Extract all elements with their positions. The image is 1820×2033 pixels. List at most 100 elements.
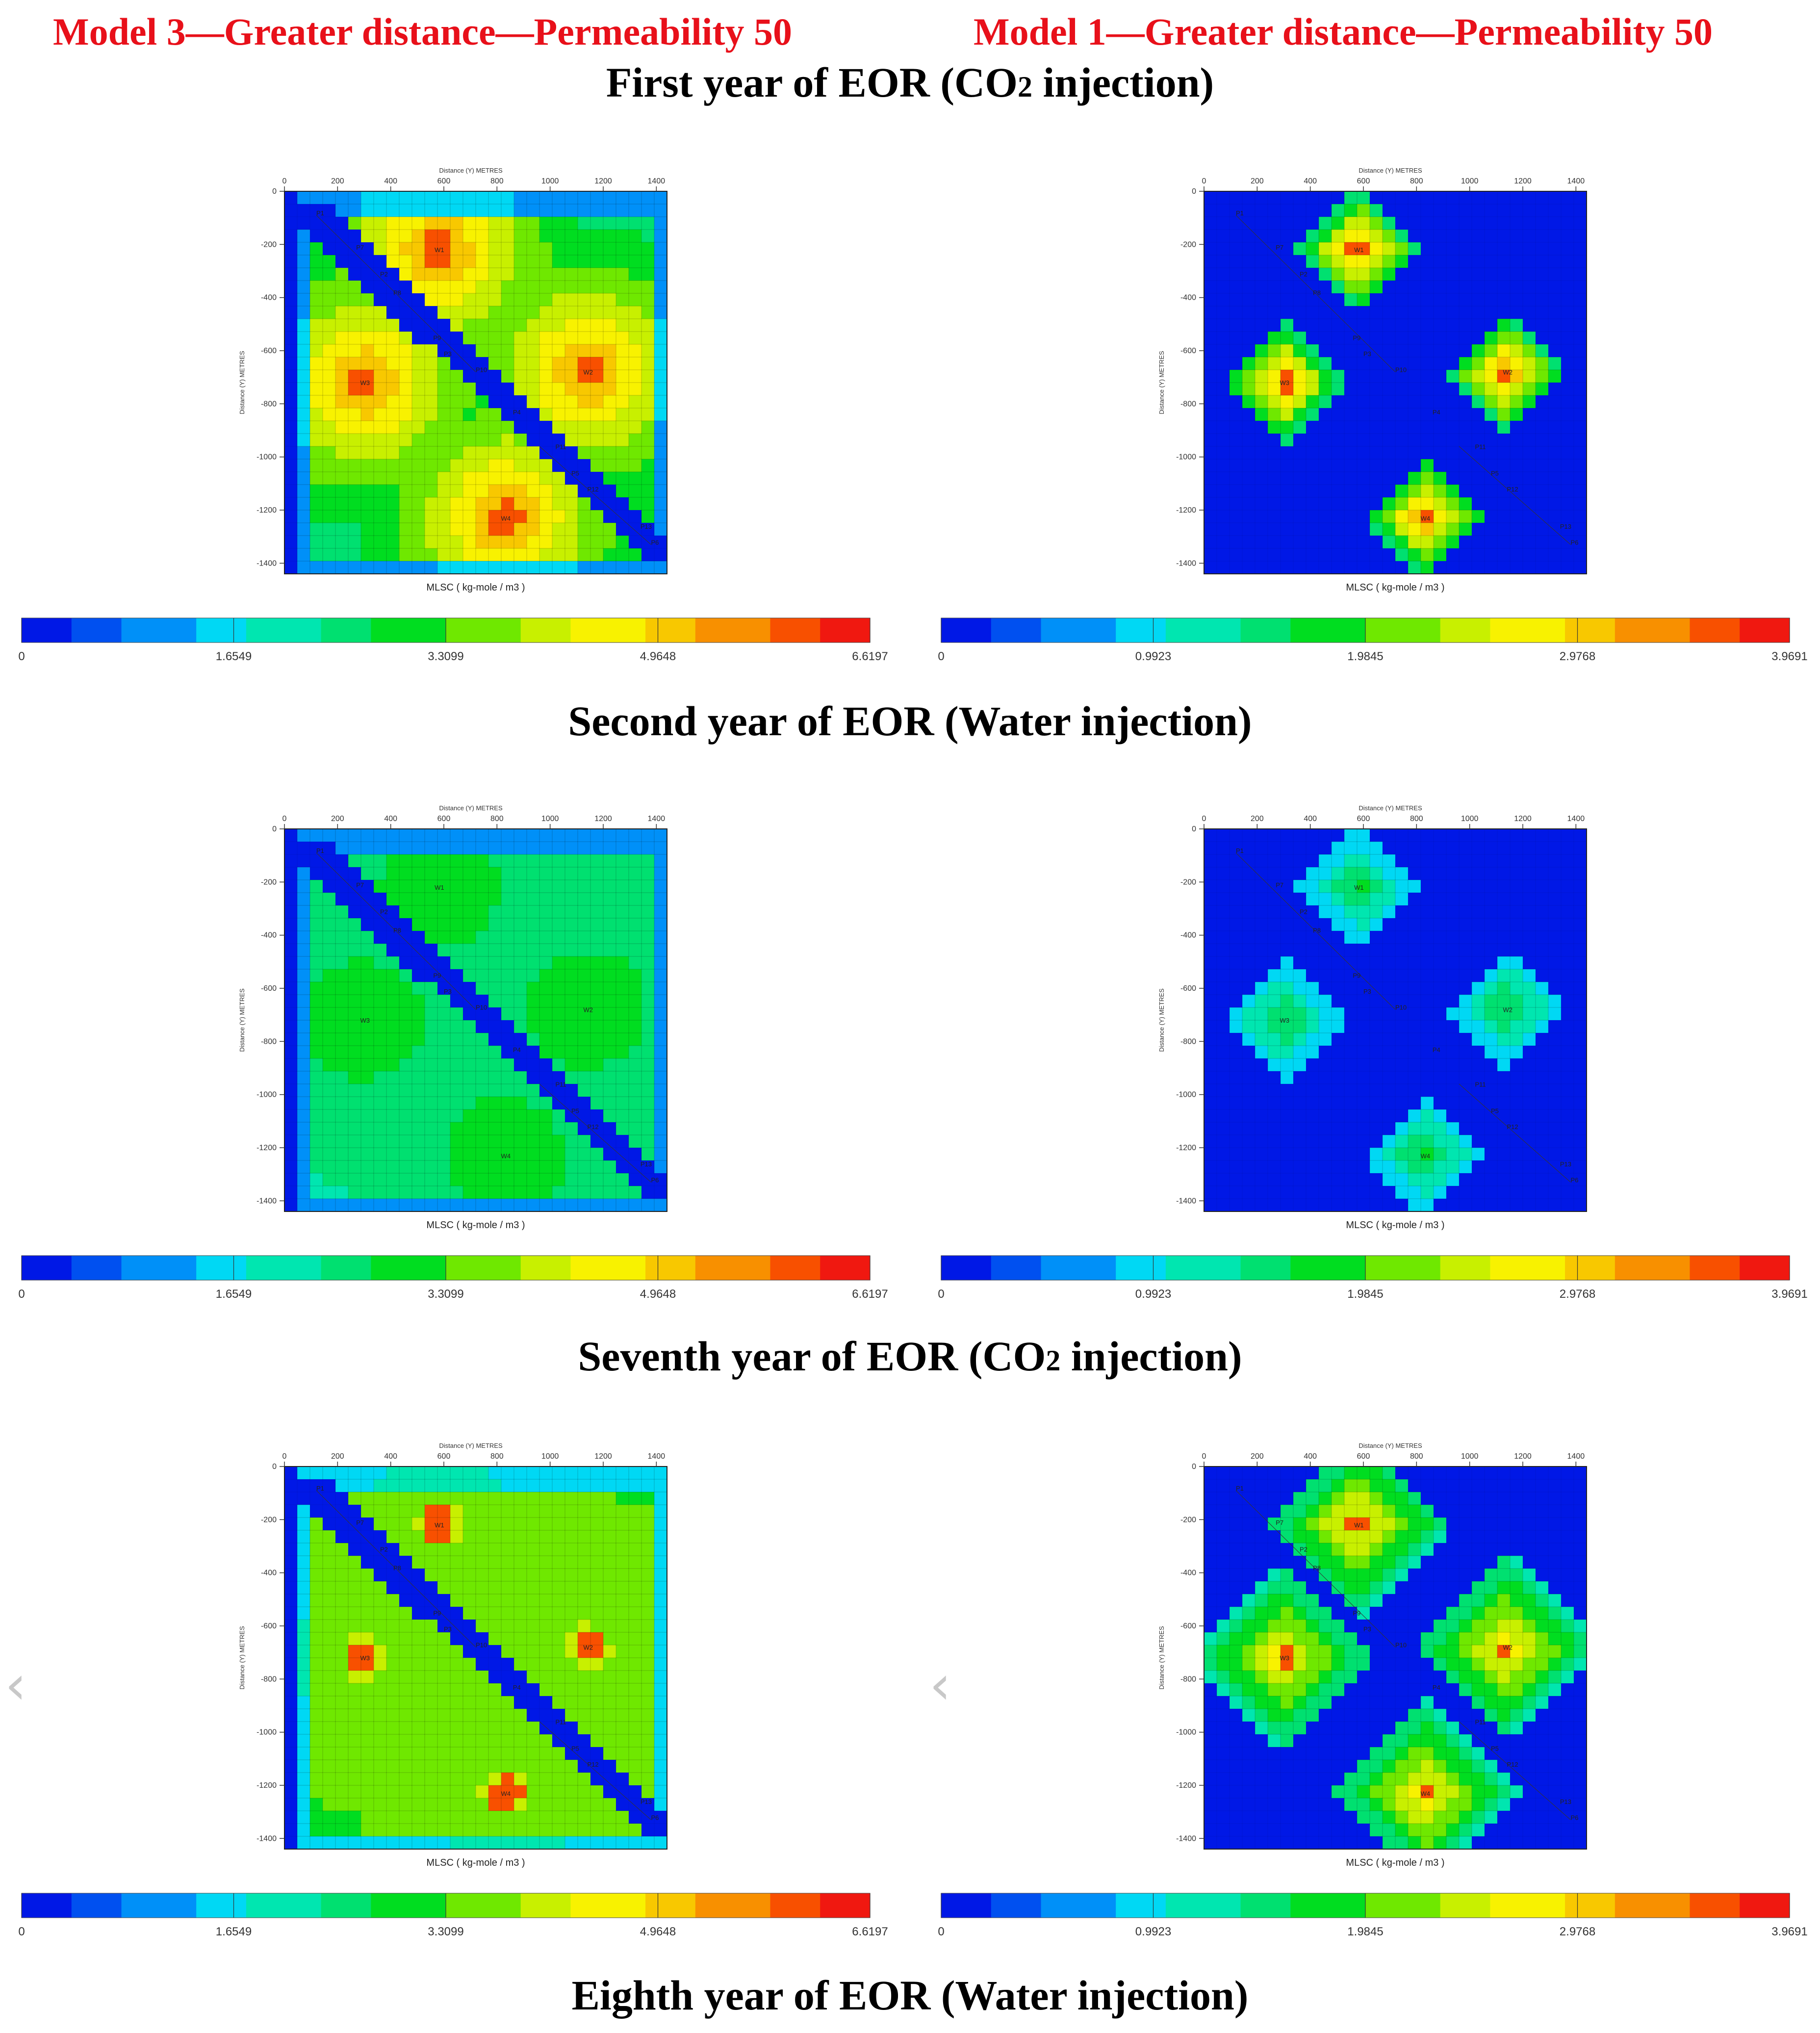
heatmap-cell <box>462 433 476 447</box>
heatmap-cell <box>411 267 425 281</box>
heatmap-cell <box>641 1109 655 1123</box>
heatmap-chart: 0 200 400 600 800 1000 1200 14000-200-400-600-8… <box>18 167 888 663</box>
heatmap-cell <box>615 1185 629 1199</box>
heatmap-cell <box>654 459 667 472</box>
heatmap-cell <box>399 1032 412 1046</box>
heatmap-cell <box>450 331 463 345</box>
heatmap-cell <box>475 1071 489 1084</box>
heatmap-cell <box>475 1734 489 1748</box>
heatmap-cell <box>603 943 616 957</box>
heatmap-cell <box>1204 1045 1217 1059</box>
heatmap-cell <box>424 1759 438 1773</box>
heatmap-cell <box>1484 1160 1498 1174</box>
heatmap-cell <box>1573 446 1587 460</box>
heatmap-cell <box>564 1530 578 1544</box>
heatmap-cell <box>1357 828 1370 842</box>
heatmap-cell <box>450 1173 463 1186</box>
heatmap-cell <box>1344 497 1358 511</box>
heatmap-cell <box>1446 1096 1460 1110</box>
heatmap-cell <box>1459 1020 1472 1033</box>
heatmap-cell <box>1357 930 1370 944</box>
heatmap-cell <box>1255 879 1268 893</box>
producer-label: P6 <box>1571 1176 1579 1184</box>
heatmap-cell <box>348 1045 361 1059</box>
heatmap-cell <box>1433 204 1447 217</box>
heatmap-cell <box>1446 905 1460 919</box>
heatmap-cell <box>437 1504 451 1518</box>
heatmap-cell <box>628 1619 642 1633</box>
heatmap-cell <box>462 1543 476 1556</box>
heatmap-cell <box>1357 318 1370 332</box>
colorbar-segment <box>1515 1256 1540 1280</box>
heatmap-cell <box>322 293 336 307</box>
heatmap-cell <box>641 280 655 294</box>
heatmap-cell <box>462 446 476 460</box>
heatmap-cell <box>1497 1147 1511 1161</box>
heatmap-cell <box>411 1492 425 1505</box>
heatmap-cell <box>424 1083 438 1097</box>
heatmap-cell <box>309 1160 323 1174</box>
heatmap-cell <box>488 306 502 319</box>
heatmap-cell <box>1535 433 1549 447</box>
colorbar-segment <box>1740 618 1765 643</box>
colorbar-segment <box>146 618 172 643</box>
y-tick-label: -400 <box>261 294 277 302</box>
heatmap-cell <box>615 1109 629 1123</box>
heatmap-cell <box>1267 1032 1281 1046</box>
producer-label: P7 <box>1276 881 1283 889</box>
heatmap-cell <box>641 1134 655 1148</box>
heatmap-cell <box>348 1134 361 1148</box>
heatmap-cell <box>437 1555 451 1569</box>
heatmap-cell <box>513 1492 527 1505</box>
heatmap-cell <box>603 369 616 383</box>
heatmap-cell <box>1561 841 1574 855</box>
heatmap-cell <box>1216 1071 1230 1084</box>
heatmap-cell <box>539 369 553 383</box>
heatmap-cell <box>1255 242 1268 256</box>
heatmap-cell <box>641 1696 655 1709</box>
colorbar-segment <box>446 618 471 643</box>
heatmap-cell <box>1255 1185 1268 1199</box>
heatmap-cell <box>501 956 514 970</box>
heatmap-cell <box>488 1032 502 1046</box>
heatmap-cell <box>1382 357 1396 370</box>
heatmap-cell <box>654 331 667 345</box>
heatmap-cell <box>1382 255 1396 268</box>
heatmap-cell <box>539 1734 553 1748</box>
heatmap-cell <box>386 1543 400 1556</box>
y-axis-label: Distance (Y) METRES <box>238 988 246 1052</box>
heatmap-cell <box>577 204 591 217</box>
colorbar-segment <box>1340 618 1366 643</box>
heatmap-cell <box>641 1466 655 1480</box>
heatmap-cell <box>348 1785 361 1799</box>
heatmap-cell <box>450 1785 463 1799</box>
heatmap-cell <box>628 548 642 562</box>
heatmap-cell <box>373 1185 387 1199</box>
heatmap-cell <box>424 561 438 574</box>
heatmap-cell <box>641 854 655 868</box>
heatmap-cell <box>1331 331 1345 345</box>
heatmap-cell <box>1420 994 1434 1008</box>
heatmap-cell <box>424 828 438 842</box>
heatmap-cell <box>373 229 387 243</box>
heatmap-cell <box>373 1657 387 1671</box>
heatmap-cell <box>641 331 655 345</box>
heatmap-cell <box>1484 344 1498 358</box>
heatmap-cell <box>348 1657 361 1671</box>
heatmap-cell <box>411 1657 425 1671</box>
heatmap-cell <box>411 892 425 906</box>
heatmap-cell <box>1433 1173 1447 1186</box>
heatmap-cell <box>1395 331 1409 345</box>
heatmap-cell <box>1395 497 1409 511</box>
heatmap-cell <box>513 1058 527 1072</box>
heatmap-cell <box>1535 306 1549 319</box>
heatmap-cell <box>475 1657 489 1671</box>
heatmap-cell <box>399 331 412 345</box>
heatmap-cell <box>603 1045 616 1059</box>
heatmap-cell <box>399 484 412 498</box>
heatmap-cell <box>603 841 616 855</box>
heatmap-cell <box>284 1134 298 1148</box>
heatmap-cell <box>1357 204 1370 217</box>
heatmap-cell <box>284 318 298 332</box>
heatmap-cell <box>513 1568 527 1582</box>
